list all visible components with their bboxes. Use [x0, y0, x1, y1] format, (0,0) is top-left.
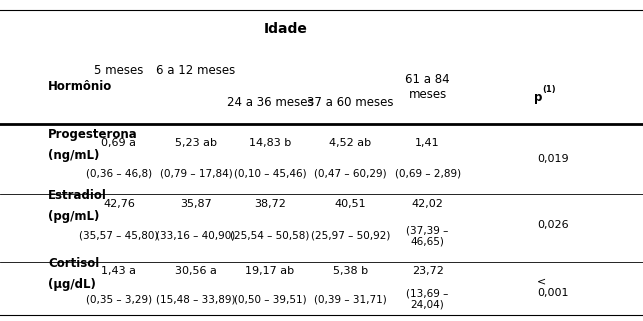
Text: Estradiol: Estradiol: [48, 189, 107, 202]
Text: (pg/mL): (pg/mL): [48, 210, 100, 223]
Text: 40,51: 40,51: [334, 199, 367, 209]
Text: 14,83 b: 14,83 b: [249, 138, 291, 148]
Text: (0,39 – 31,71): (0,39 – 31,71): [314, 294, 387, 304]
Text: 61 a 84
meses: 61 a 84 meses: [405, 73, 450, 101]
Text: 6 a 12 meses: 6 a 12 meses: [156, 64, 236, 77]
Text: 35,87: 35,87: [180, 199, 212, 209]
Text: 42,02: 42,02: [412, 199, 444, 209]
Text: 30,56 a: 30,56 a: [175, 266, 217, 276]
Text: (0,79 – 17,84): (0,79 – 17,84): [159, 168, 233, 178]
Text: 5 meses: 5 meses: [95, 64, 143, 77]
Text: (0,10 – 45,46): (0,10 – 45,46): [234, 168, 306, 178]
Text: (25,97 – 50,92): (25,97 – 50,92): [311, 231, 390, 241]
Text: (1): (1): [542, 85, 556, 94]
Text: Cortisol: Cortisol: [48, 257, 100, 270]
Text: 42,76: 42,76: [103, 199, 135, 209]
Text: (15,48 – 33,89): (15,48 – 33,89): [156, 294, 236, 304]
Text: 38,72: 38,72: [254, 199, 286, 209]
Text: 24 a 36 meses: 24 a 36 meses: [227, 96, 313, 109]
Text: (0,47 – 60,29): (0,47 – 60,29): [314, 168, 386, 178]
Text: 5,38 b: 5,38 b: [333, 266, 368, 276]
Text: (ng/mL): (ng/mL): [48, 149, 100, 162]
Text: (37,39 –
46,65): (37,39 – 46,65): [406, 225, 449, 247]
Text: 1,43 a: 1,43 a: [102, 266, 136, 276]
Text: (0,50 – 39,51): (0,50 – 39,51): [234, 294, 306, 304]
Text: 37 a 60 meses: 37 a 60 meses: [307, 96, 394, 109]
Text: Progesterona: Progesterona: [48, 128, 138, 141]
Text: 19,17 ab: 19,17 ab: [246, 266, 294, 276]
Text: 5,23 ab: 5,23 ab: [175, 138, 217, 148]
Text: 0,019: 0,019: [537, 154, 568, 164]
Text: 0,026: 0,026: [537, 220, 568, 230]
Text: (25,54 – 50,58): (25,54 – 50,58): [230, 231, 310, 241]
Text: 0,69 a: 0,69 a: [102, 138, 136, 148]
Text: 23,72: 23,72: [412, 266, 444, 276]
Text: (0,69 – 2,89): (0,69 – 2,89): [395, 168, 460, 178]
Text: (33,16 – 40,90): (33,16 – 40,90): [156, 231, 236, 241]
Text: 1,41: 1,41: [415, 138, 440, 148]
Text: (13,69 –
24,04): (13,69 – 24,04): [406, 288, 449, 310]
Text: Hormônio: Hormônio: [48, 80, 113, 93]
Text: Idade: Idade: [264, 22, 308, 36]
Text: (0,35 – 3,29): (0,35 – 3,29): [86, 294, 152, 304]
Text: <
0,001: < 0,001: [537, 276, 568, 298]
Text: 4,52 ab: 4,52 ab: [329, 138, 372, 148]
Text: p: p: [534, 91, 542, 104]
Text: (0,36 – 46,8): (0,36 – 46,8): [86, 168, 152, 178]
Text: (µg/dL): (µg/dL): [48, 278, 96, 291]
Text: (35,57 – 45,80): (35,57 – 45,80): [79, 231, 159, 241]
